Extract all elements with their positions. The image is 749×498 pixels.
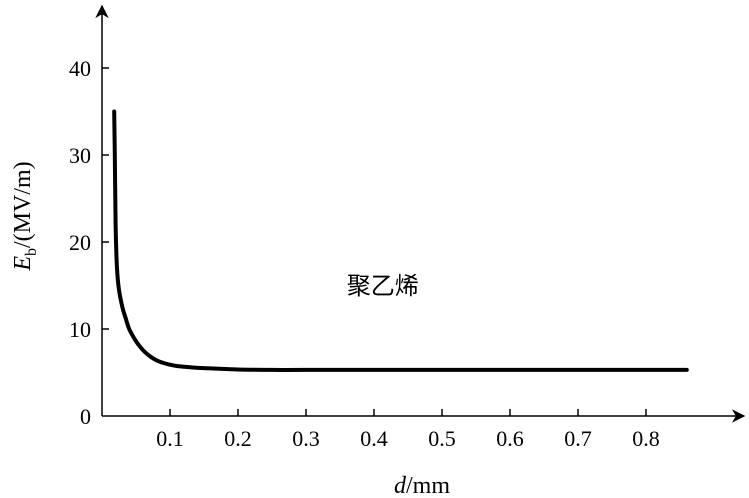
x-tick-label: 0.3 (292, 426, 320, 451)
annotation-label: 聚乙烯 (347, 272, 419, 300)
series-line (112, 109, 689, 372)
y-tick-label: 40 (69, 56, 91, 81)
x-tick-label: 0.2 (224, 426, 252, 451)
x-tick-label: 0.7 (564, 426, 592, 451)
y-tick-label: 30 (69, 143, 91, 168)
x-tick-label: 0.8 (632, 426, 660, 451)
x-tick-label: 0.4 (360, 426, 388, 451)
y-tick-label: 20 (69, 230, 91, 255)
x-axis-title-unit: /mm (406, 473, 450, 498)
y-tick-label: 0 (80, 404, 91, 429)
x-axis-title: d/mm (394, 473, 450, 498)
y-axis-title-var: E (10, 256, 36, 272)
y-tick-label: 10 (69, 317, 91, 342)
x-tick-label: 0.1 (156, 426, 184, 451)
x-tick-label: 0.6 (496, 426, 524, 451)
x-tick-label: 0.5 (428, 426, 456, 451)
y-axis-ticks: 0 10 20 30 40 (69, 56, 109, 429)
y-axis-title-sub: b (23, 248, 40, 256)
y-axis-title: Eb/(MV/m) (10, 161, 40, 271)
x-axis-title-var: d (394, 473, 407, 498)
y-axis-title-unit: /(MV/m) (10, 161, 36, 248)
x-axis-ticks: 0.1 0.2 0.3 0.4 0.5 0.6 0.7 0.8 (156, 409, 660, 451)
